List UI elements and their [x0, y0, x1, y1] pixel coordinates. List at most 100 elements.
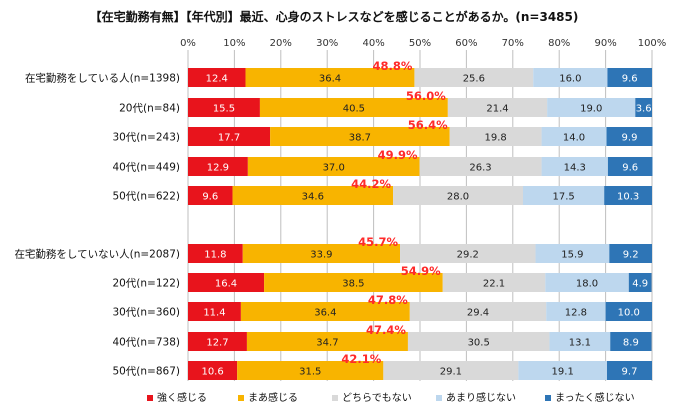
legend-label: まあ感じる: [248, 391, 298, 404]
bar-segment: [188, 127, 271, 146]
bar-segment: [442, 273, 546, 292]
highlight-total-label: 42.1%: [341, 352, 381, 366]
bar-segment: [605, 302, 652, 321]
bar-segment: [270, 127, 450, 146]
category-label: 20代(n=84): [119, 103, 180, 115]
data-label: 14.0: [563, 133, 585, 144]
category-label: 30代(n=243): [112, 132, 180, 144]
bar-segment: [547, 98, 636, 117]
legend-label: あまり感じない: [446, 391, 516, 404]
legend-label: 強く感じる: [157, 391, 207, 404]
bar-segment: [246, 332, 408, 351]
data-label: 9.7: [622, 367, 638, 378]
data-label: 29.1: [440, 367, 462, 378]
bar-segment: [609, 244, 652, 263]
highlight-total-label: 48.8%: [372, 59, 412, 73]
bar-segment: [635, 98, 652, 117]
bar-segment: [383, 361, 519, 380]
data-label: 17.7: [218, 133, 240, 144]
category-label: 在宅勤務をしていない人(n=2087): [14, 248, 180, 261]
data-label: 14.3: [564, 163, 586, 174]
x-tick-label: 40%: [362, 38, 384, 49]
bar-segment: [188, 361, 238, 380]
bar-segment: [188, 273, 265, 292]
chart-title: 【在宅勤務有無】【年代別】最近、心身のストレスなどを感じることがあるか。(n=3…: [90, 9, 579, 24]
data-label: 9.6: [202, 192, 218, 203]
data-label: 10.0: [618, 308, 640, 319]
data-label: 34.6: [302, 192, 324, 203]
bar-segment: [541, 157, 608, 176]
data-label: 37.0: [323, 163, 345, 174]
legend-swatch: [147, 395, 153, 401]
bar-segment: [188, 186, 233, 205]
x-tick-label: 10%: [223, 38, 245, 49]
category-label: 50代(n=867): [112, 366, 180, 378]
highlight-total-label: 56.0%: [406, 89, 446, 103]
data-label: 19.0: [580, 104, 602, 115]
data-label: 19.1: [552, 367, 574, 378]
bar-segment: [419, 157, 542, 176]
data-label: 12.8: [565, 308, 587, 319]
bar-segment: [523, 186, 605, 205]
data-label: 17.5: [552, 192, 574, 203]
bar-segment: [188, 302, 241, 321]
bar-segment: [628, 273, 652, 292]
bar-segment: [546, 302, 606, 321]
data-label: 12.4: [206, 74, 228, 85]
bar-segment: [610, 332, 652, 351]
x-tick-label: 0%: [180, 38, 196, 49]
highlight-total-label: 49.9%: [378, 148, 418, 162]
data-label: 29.4: [467, 308, 489, 319]
data-label: 15.9: [561, 250, 583, 261]
bar-segment: [606, 127, 653, 146]
legend-label: どちらでもない: [342, 392, 412, 404]
data-label: 10.6: [201, 367, 223, 378]
bar-segment: [188, 157, 248, 176]
data-label: 25.6: [463, 74, 485, 85]
data-label: 33.9: [310, 250, 332, 261]
bar-segment: [447, 98, 548, 117]
bar-segment: [606, 361, 652, 380]
data-label: 12.9: [207, 163, 229, 174]
data-label: 9.6: [622, 163, 638, 174]
data-label: 8.9: [623, 338, 639, 349]
bar-segment: [545, 273, 629, 292]
bar-segment: [188, 332, 247, 351]
bar-segment: [188, 98, 260, 117]
x-tick-label: 20%: [270, 38, 292, 49]
legend-swatch: [545, 395, 551, 401]
data-label: 9.6: [622, 74, 638, 85]
bar-segment: [414, 68, 534, 87]
category-label: 在宅勤務をしている人(n=1398): [25, 72, 180, 85]
data-label: 9.2: [623, 250, 639, 261]
legend-label: まったく感じない: [555, 391, 635, 404]
category-label: 40代(n=449): [112, 162, 180, 174]
x-tick-label: 60%: [455, 38, 477, 49]
data-label: 4.9: [632, 279, 648, 290]
data-label: 19.8: [484, 133, 506, 144]
legend-swatch: [332, 395, 338, 401]
highlight-total-label: 47.8%: [368, 293, 408, 307]
category-label: 50代(n=622): [112, 191, 180, 203]
category-label: 30代(n=360): [112, 307, 180, 319]
data-label: 31.5: [299, 367, 321, 378]
bar-segment: [604, 186, 652, 205]
highlight-total-label: 56.4%: [408, 118, 448, 132]
data-label: 29.2: [457, 250, 479, 261]
data-label: 21.4: [486, 104, 508, 115]
data-label: 28.0: [447, 192, 469, 203]
bar-segment: [518, 361, 607, 380]
x-tick-label: 70%: [502, 38, 524, 49]
bar-segment: [407, 332, 550, 351]
bar-segment: [188, 244, 243, 263]
data-label: 38.7: [349, 133, 371, 144]
x-tick-label: 80%: [548, 38, 570, 49]
highlight-total-label: 54.9%: [401, 264, 441, 278]
data-label: 38.5: [342, 279, 364, 290]
x-tick-label: 30%: [316, 38, 338, 49]
highlight-total-label: 44.2%: [351, 177, 391, 191]
data-label: 34.7: [316, 338, 338, 349]
legend-swatch: [238, 395, 244, 401]
highlight-total-label: 47.4%: [366, 323, 406, 337]
bar-segment: [607, 68, 652, 87]
